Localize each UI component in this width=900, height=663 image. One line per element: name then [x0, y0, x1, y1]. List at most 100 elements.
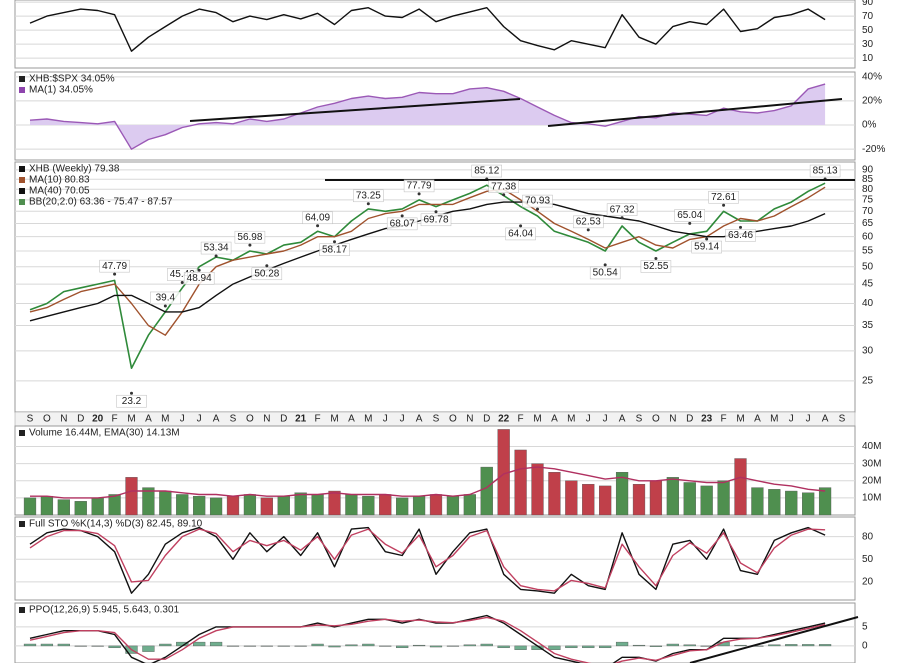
price-label: 56.98 — [237, 232, 262, 243]
x-tick-label: J — [586, 414, 591, 425]
legend-swatch — [19, 87, 25, 93]
bar — [683, 644, 696, 647]
x-tick-label: N — [263, 414, 270, 425]
x-tick-label: A — [822, 414, 829, 425]
bar — [818, 487, 832, 516]
price-label-box — [234, 230, 266, 244]
series-line — [29, 83, 826, 150]
bar — [599, 645, 612, 649]
y-tick-label: 0% — [862, 120, 877, 131]
y-tick-label: 30 — [862, 346, 874, 357]
price-label: 64.04 — [508, 229, 533, 240]
price-point — [333, 240, 336, 244]
panel — [14, 516, 856, 601]
price-label-box — [302, 211, 333, 225]
x-tick-label: 23 — [701, 414, 713, 425]
bar — [91, 497, 104, 516]
bar — [768, 489, 781, 516]
bar — [311, 643, 324, 647]
price-point — [163, 304, 167, 308]
x-tick-label: 20 — [92, 414, 104, 425]
price-label-box — [251, 267, 283, 281]
x-tick-label: D — [483, 414, 490, 425]
panel — [14, 602, 856, 663]
x-tick-label: F — [315, 414, 321, 425]
x-tick-label: M — [736, 414, 744, 425]
x-tick-label: M — [567, 414, 575, 425]
legend-entry: Volume 16.44M, EMA(30) 14.13M — [29, 428, 180, 439]
x-tick-label: N — [60, 414, 67, 425]
bar — [193, 641, 206, 647]
y-tick-label: 60 — [862, 231, 874, 242]
price-label: 52.55 — [643, 261, 668, 272]
y-tick-label: 30 — [862, 39, 874, 50]
y-tick-label: 75 — [862, 195, 874, 206]
x-tick-label: M — [161, 414, 169, 425]
bar — [91, 645, 104, 647]
x-tick-label: O — [449, 414, 457, 425]
bar — [277, 495, 290, 516]
legend-entry: PPO(12,26,9) 5.945, 5.643, 0.301 — [29, 605, 180, 616]
price-label: 48.94 — [187, 273, 212, 284]
x-tick-label: S — [433, 414, 440, 425]
bar — [311, 494, 324, 516]
price-label-box — [420, 213, 452, 227]
bar — [480, 466, 493, 516]
price-label-box — [403, 179, 435, 193]
price-point — [519, 224, 523, 228]
price-label: 50.54 — [593, 268, 618, 279]
bar — [717, 480, 730, 516]
bar — [345, 494, 358, 516]
y-tick-label: 20 — [862, 577, 874, 588]
price-point — [366, 202, 370, 206]
bar — [429, 645, 443, 648]
price-label: 67.32 — [610, 204, 635, 215]
bar — [480, 643, 493, 647]
x-tick-label: J — [603, 414, 608, 425]
price-label-box — [708, 190, 739, 204]
bar — [632, 483, 646, 516]
price-label-box — [488, 180, 519, 194]
bar — [345, 644, 358, 647]
bar — [818, 644, 832, 647]
x-tick-label: F — [721, 414, 727, 425]
price-label-box — [640, 260, 672, 273]
legend-swatch — [19, 188, 25, 194]
bar — [649, 645, 663, 647]
bar — [768, 644, 781, 647]
legend-entry: MA(40) 70.05 — [29, 186, 90, 197]
bar — [463, 494, 476, 516]
series-line — [29, 528, 826, 592]
price-point — [722, 203, 726, 207]
legend-swatch — [19, 166, 25, 172]
bar — [531, 463, 544, 516]
x-tick-label: A — [348, 414, 355, 425]
series-line — [30, 466, 826, 499]
bar — [379, 645, 392, 647]
x-tick-label: J — [789, 414, 794, 425]
bar — [514, 645, 527, 650]
price-label: 47.79 — [102, 261, 127, 272]
bar — [734, 458, 747, 516]
trend-line — [689, 616, 859, 663]
y-tick-label: 40 — [862, 298, 874, 309]
bar — [497, 645, 510, 649]
bar — [785, 644, 798, 647]
x-tick-label: A — [551, 414, 558, 425]
y-tick-label: 50 — [862, 554, 874, 565]
price-label-box — [183, 271, 215, 285]
price-point — [197, 268, 201, 272]
y-tick-label: 65 — [862, 218, 874, 229]
bar — [582, 645, 595, 649]
bar — [57, 499, 70, 516]
legend-swatch — [19, 76, 25, 82]
price-point — [180, 280, 184, 284]
area-fill — [30, 84, 826, 150]
y-tick-label: 20M — [862, 475, 881, 486]
bar — [294, 492, 307, 516]
price-label-box — [809, 164, 841, 178]
price-point — [654, 257, 658, 261]
x-tick-label: M — [127, 414, 135, 425]
x-tick-label: F — [112, 414, 118, 425]
